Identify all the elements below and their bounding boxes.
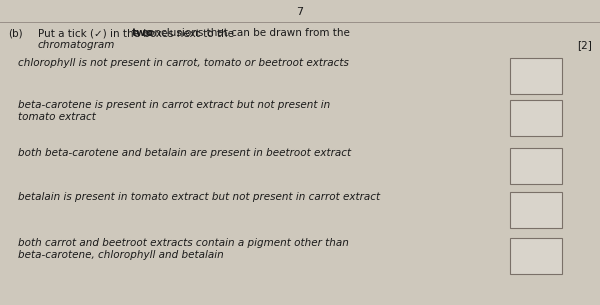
Text: both beta-carotene and betalain are present in beetroot extract: both beta-carotene and betalain are pres… (18, 148, 351, 158)
Text: two: two (131, 28, 154, 38)
Bar (510, 148, 562, 184)
Bar (510, 192, 562, 228)
Text: 7: 7 (296, 7, 304, 17)
Bar (510, 58, 562, 94)
Text: both carrot and beetroot extracts contain a pigment other than
beta-carotene, ch: both carrot and beetroot extracts contai… (18, 238, 349, 260)
Text: chromatogram: chromatogram (38, 40, 115, 50)
Text: (b): (b) (8, 28, 23, 38)
Text: betalain is present in tomato extract but not present in carrot extract: betalain is present in tomato extract bu… (18, 192, 380, 202)
Text: beta-carotene is present in carrot extract but not present in
tomato extract: beta-carotene is present in carrot extra… (18, 100, 330, 122)
Text: conclusions that can be drawn from the: conclusions that can be drawn from the (139, 28, 349, 38)
Text: [2]: [2] (577, 40, 592, 50)
Bar (510, 238, 562, 274)
Text: chlorophyll is not present in carrot, tomato or beetroot extracts: chlorophyll is not present in carrot, to… (18, 58, 349, 68)
Text: Put a tick (✓) in the boxes next to the: Put a tick (✓) in the boxes next to the (38, 28, 237, 38)
Bar (510, 100, 562, 136)
